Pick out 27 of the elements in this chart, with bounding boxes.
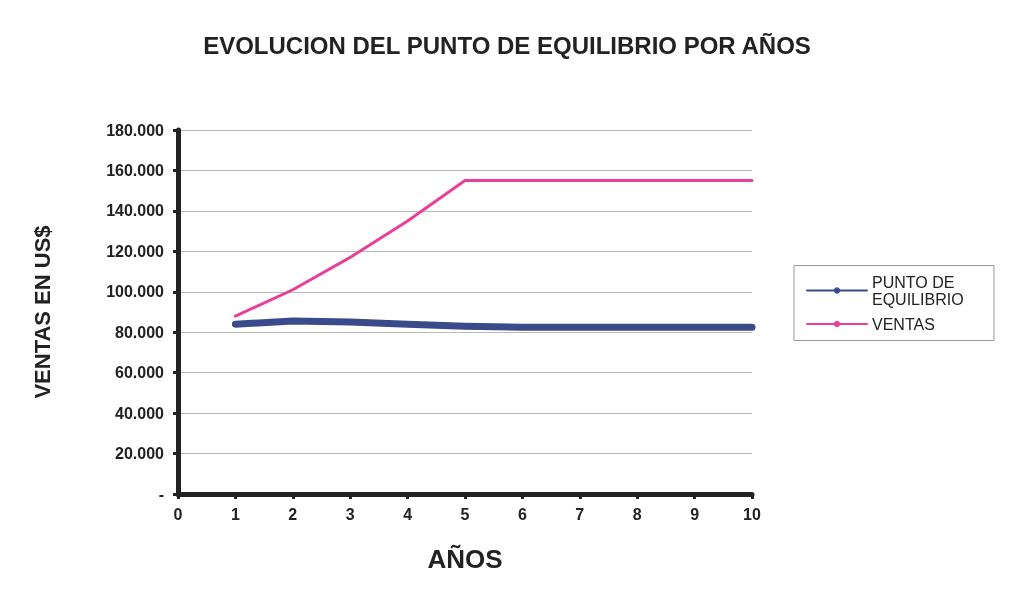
x-tick-label: 5: [460, 505, 470, 523]
x-tick-label: 2: [288, 505, 298, 523]
x-tick-label: 9: [690, 505, 700, 523]
x-tick-label: 6: [517, 505, 527, 523]
y-tick-label: 40.000: [115, 404, 165, 422]
legend-label: PUNTO DE EQUILIBRIO: [872, 273, 964, 308]
y-tick-label: -: [158, 485, 164, 503]
y-tick-label: 160.000: [106, 161, 165, 179]
legend-label: VENTAS: [872, 315, 935, 333]
line-series: [233, 179, 754, 318]
y-axis-title: VENTAS EN US$: [29, 225, 55, 399]
y-tick-label: 60.000: [115, 364, 165, 382]
x-tick-label: 0: [173, 505, 183, 523]
chart-title: EVOLUCION DEL PUNTO DE EQUILIBRIO POR AÑOS: [203, 31, 811, 59]
y-tick-label: 100.000: [106, 283, 165, 301]
x-tick-label: 10: [743, 505, 761, 523]
y-tick-label: 120.000: [106, 242, 165, 260]
x-tick-label: 4: [403, 505, 413, 523]
x-tick-label: 8: [632, 505, 642, 523]
y-tick-label: 180.000: [106, 121, 165, 139]
x-tick-label: 3: [345, 505, 355, 523]
x-axis-title: AÑOS: [427, 544, 503, 574]
x-tick-label: 7: [575, 505, 585, 523]
y-tick-label: 80.000: [115, 323, 165, 341]
y-tick-label: 20.000: [115, 445, 165, 463]
y-tick-label: 140.000: [106, 202, 165, 220]
x-tick-label: 1: [230, 505, 240, 523]
